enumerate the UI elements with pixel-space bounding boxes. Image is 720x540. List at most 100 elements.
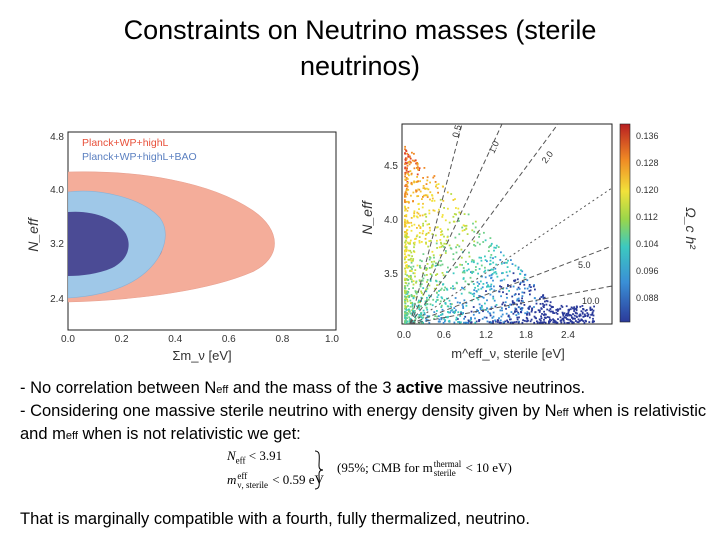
scatter-point [452,258,455,261]
scatter-point [492,311,495,314]
scatter-point [443,235,445,238]
scatter-point [573,306,576,309]
scatter-point [576,321,579,323]
scatter-point [461,303,464,306]
scatter-point [436,310,438,312]
scatter-point [410,182,413,185]
scatter-point [533,306,535,308]
scatter-point [428,209,431,212]
scatter-point [462,312,464,314]
scatter-point [507,315,510,318]
scatter-point [470,260,473,263]
scatter-point [408,242,410,245]
scatter-point [406,209,409,212]
scatter-point [540,296,543,298]
scatter-point [458,233,461,236]
scatter-point [519,283,521,286]
scatter-point [410,221,413,224]
scatter-point [406,193,409,196]
scatter-point [447,305,450,308]
scatter-point [404,246,407,249]
scatter-point [484,269,487,272]
scatter-point [423,274,426,277]
x-tick-label: 0.6 [222,334,236,345]
scatter-point [501,303,504,306]
scatter-point [435,185,437,188]
bullet-2: - Considering one massive sterile neutri… [20,402,707,443]
scatter-point [493,289,496,292]
scatter-point [409,317,412,320]
scatter-point [419,226,422,228]
scatter-point [504,261,507,264]
scatter-point [413,160,416,163]
scatter-point [581,311,584,314]
scatter-point [415,190,418,193]
scatter-point [404,171,407,174]
scatter-point [431,304,434,307]
scatter-point [521,291,524,294]
scatter-point [454,198,456,200]
scatter-point [521,280,524,283]
scatter-point [404,218,406,221]
scatter-point [482,296,485,299]
scatter-point [440,245,443,248]
scatter-point [543,321,546,323]
scatter-point [408,318,411,321]
scatter-point [413,295,416,297]
x-tick-label: 0.2 [115,334,129,345]
scatter-point [404,245,406,248]
scatter-point [458,220,460,222]
mass-line-label: 5.0 [578,260,591,270]
scatter-point [517,299,520,302]
scatter-point [429,191,432,194]
scatter-point [416,305,418,308]
scatter-point [418,224,420,227]
scatter-point [440,234,442,236]
scatter-point [407,221,409,224]
mass-line-label: 1.0 [487,139,501,155]
scatter-point [460,248,463,251]
scatter-point [514,307,517,310]
scatter-point [406,292,409,295]
scatter-point [452,215,455,218]
scatter-point [456,266,458,268]
scatter-point [556,308,559,311]
scatter-point [421,206,424,209]
scatter-point [418,236,421,238]
scatter-point [404,300,406,303]
scatter-point [439,264,442,267]
scatter-point [421,321,423,324]
scatter-point [409,278,412,280]
scatter-point [505,293,508,295]
scatter-point [410,270,413,272]
scatter-point [575,320,577,322]
scatter-point [416,211,419,214]
scatter-point [441,214,444,216]
scatter-point [405,157,408,160]
scatter-point [433,209,436,212]
scatter-point [429,181,431,184]
scatter-point [512,285,515,288]
scatter-point [586,314,589,317]
scatter-point [526,313,528,316]
scatter-point [406,164,409,167]
scatter-point [567,312,570,315]
scatter-point [546,308,549,311]
scatter-point [411,268,413,270]
scatter-point [513,294,516,296]
scatter-point [461,226,464,229]
scatter-point [409,242,411,245]
scatter-point [434,234,437,237]
scatter-point [429,273,432,275]
scatter-point [499,319,502,322]
scatter-point [407,155,410,158]
scatter-point [512,321,515,324]
scatter-point [466,233,469,235]
scatter-point [412,310,415,313]
scatter-point [515,310,518,313]
scatter-point [496,321,499,323]
scatter-point [484,255,486,258]
scatter-point [405,319,408,322]
scatter-point [408,310,411,313]
scatter-point [565,316,567,319]
